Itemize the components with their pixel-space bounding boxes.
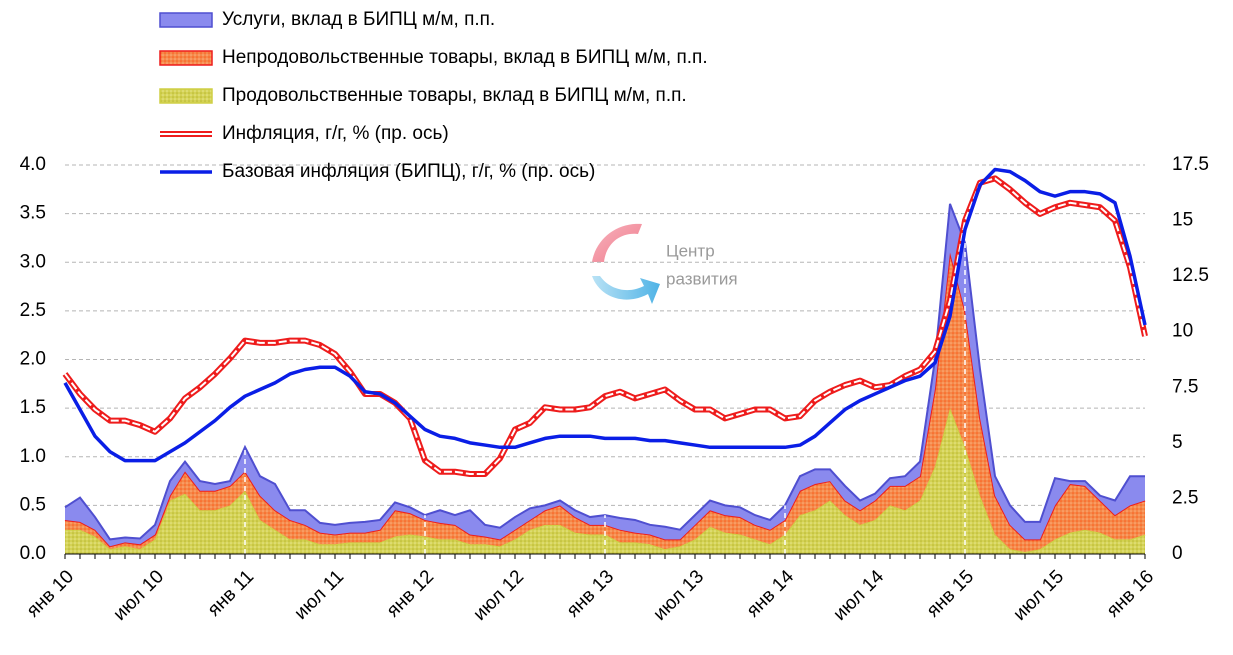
- y-tick-label: 3.5: [20, 203, 46, 224]
- legend-item: Продовольственные товары, вклад в БИПЦ м…: [159, 85, 687, 106]
- watermark-arrow: [592, 223, 642, 262]
- legend-item: Базовая инфляция (БИПЦ), г/г, % (пр. ось…: [160, 161, 595, 182]
- y2-tick-label: 10: [1172, 321, 1193, 342]
- y-tick-label: 1.5: [20, 397, 46, 418]
- watermark-text: Центр: [666, 241, 715, 260]
- legend-label: Базовая инфляция (БИПЦ), г/г, % (пр. ось…: [222, 161, 595, 182]
- legend-label: Услуги, вклад в БИПЦ м/м, п.п.: [222, 9, 495, 30]
- x-tick-label: июл 14: [829, 566, 888, 625]
- y-tick-label: 2.0: [20, 349, 46, 370]
- y-tick-label: 3.0: [20, 251, 46, 272]
- y2-tick-label: 12.5: [1172, 265, 1209, 286]
- watermark-arrow: [592, 276, 660, 304]
- y2-tick-label: 2.5: [1172, 487, 1198, 508]
- legend-item: Инфляция, г/г, % (пр. ось): [160, 123, 449, 144]
- legend-item: Услуги, вклад в БИПЦ м/м, п.п.: [159, 9, 495, 30]
- legend-label: Непродовольственные товары, вклад в БИПЦ…: [222, 47, 708, 68]
- legend-label: Продовольственные товары, вклад в БИПЦ м…: [222, 85, 687, 106]
- line-series: [63, 167, 1147, 463]
- x-tick-label: янв 14: [743, 566, 799, 622]
- y2-tick-label: 5: [1172, 432, 1183, 453]
- y-tick-label: 0.5: [20, 494, 46, 515]
- x-tick-label: июл 12: [469, 566, 528, 625]
- y-tick-label: 0.0: [20, 543, 46, 564]
- x-tick-label: янв 12: [383, 566, 438, 621]
- x-tick-label: янв 13: [563, 566, 618, 621]
- y2-tick-label: 17.5: [1172, 154, 1209, 175]
- legend-label: Инфляция, г/г, % (пр. ось): [222, 123, 449, 144]
- y2-tick-label: 0: [1172, 543, 1183, 564]
- legend-swatch: [159, 88, 213, 104]
- x-tick-label: июл 15: [1009, 566, 1068, 625]
- x-tick-label: июл 11: [290, 566, 348, 624]
- x-tick-label: июл 13: [649, 566, 708, 625]
- watermark-text: развития: [666, 269, 738, 288]
- watermark: Центр развития: [592, 223, 738, 304]
- x-tick-label: янв 10: [23, 566, 78, 621]
- y-tick-label: 1.0: [20, 446, 46, 467]
- y2-tick-label: 15: [1172, 210, 1193, 231]
- x-tick-label: янв 15: [923, 566, 978, 621]
- line-series: [62, 175, 1148, 477]
- x-tick-label: июл 10: [109, 566, 168, 625]
- x-tick-label: янв 11: [204, 566, 258, 620]
- y2-tick-label: 7.5: [1172, 376, 1198, 397]
- y-tick-label: 2.5: [20, 300, 46, 321]
- legend-item: Непродовольственные товары, вклад в БИПЦ…: [159, 47, 708, 68]
- y-tick-label: 4.0: [20, 154, 46, 175]
- legend-swatch: [159, 50, 213, 66]
- legend-swatch: [159, 12, 213, 28]
- x-tick-label: янв 16: [1103, 566, 1158, 621]
